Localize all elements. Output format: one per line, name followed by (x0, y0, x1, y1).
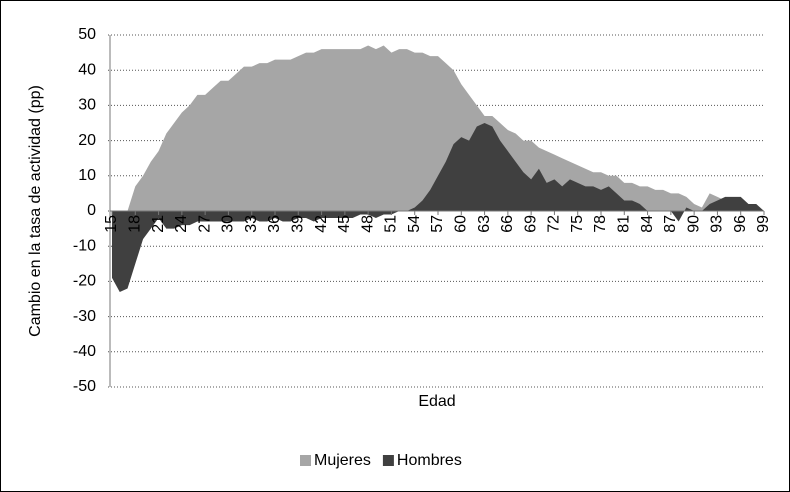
x-tick-label: 87 (662, 215, 679, 233)
y-tick-label: 40 (78, 61, 96, 78)
y-tick-label: 30 (78, 97, 96, 114)
legend-label: Hombres (397, 452, 462, 469)
x-tick-label: 36 (266, 215, 283, 233)
x-tick-label: 72 (546, 215, 563, 233)
x-tick-label: 90 (685, 215, 702, 233)
x-tick-label: 99 (755, 215, 772, 233)
x-tick-label: 63 (476, 215, 493, 233)
x-tick-label: 78 (592, 215, 609, 233)
y-tick-label: -20 (73, 273, 96, 290)
x-axis-title: Edad (418, 393, 455, 410)
x-tick-label: 93 (709, 215, 726, 233)
area (112, 123, 764, 292)
y-tick-label: 10 (78, 167, 96, 184)
x-tick-label: 21 (150, 215, 167, 233)
x-tick-label: 57 (429, 215, 446, 233)
y-tick-label: -50 (73, 378, 96, 395)
x-tick-label: 54 (406, 215, 423, 233)
y-tick-label: -30 (73, 308, 96, 325)
x-tick-label: 39 (290, 215, 307, 233)
x-tick-label: 96 (732, 215, 749, 233)
x-tick-label: 60 (453, 215, 470, 233)
legend-swatch (300, 455, 311, 466)
y-tick-label: -10 (73, 237, 96, 254)
x-tick-label: 48 (359, 215, 376, 233)
y-tick-label: 0 (87, 202, 96, 219)
x-tick-label: 30 (220, 215, 237, 233)
x-tick-label: 75 (569, 215, 586, 233)
x-tick-label: 33 (243, 215, 260, 233)
area (112, 45, 764, 212)
y-axis-title: Cambio en la tasa de actividad (pp) (27, 85, 44, 337)
y-tick-label: 20 (78, 132, 96, 149)
legend-label: Mujeres (314, 452, 371, 469)
legend-swatch (382, 455, 394, 466)
x-tick-label: 18 (127, 215, 144, 233)
x-tick-label: 27 (196, 215, 213, 233)
y-tick-label: -40 (73, 343, 96, 360)
x-tick-label: 42 (313, 215, 330, 233)
x-tick-label: 51 (383, 215, 400, 233)
x-tick-label: 69 (522, 215, 539, 233)
x-tick-label: 81 (616, 215, 633, 233)
x-tick-label: 45 (336, 215, 353, 233)
x-tick-label: 66 (499, 215, 516, 233)
x-tick-label: 24 (173, 215, 190, 233)
y-tick-label: 50 (78, 26, 96, 43)
x-tick-label: 15 (103, 215, 120, 233)
x-tick-label: 84 (639, 215, 656, 233)
